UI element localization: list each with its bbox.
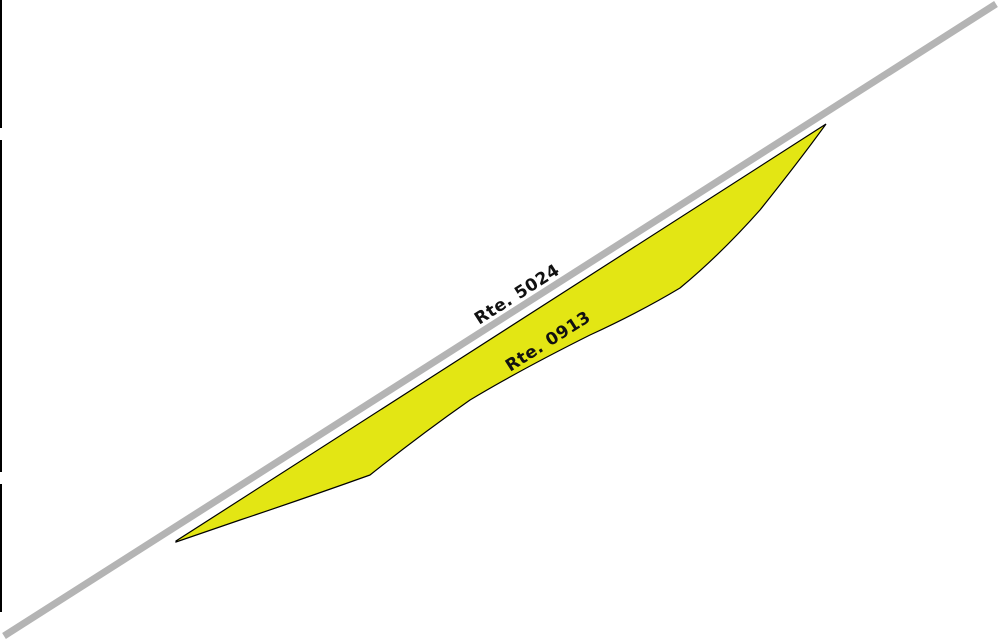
parcel-rte-0913[interactable]	[175, 123, 827, 543]
